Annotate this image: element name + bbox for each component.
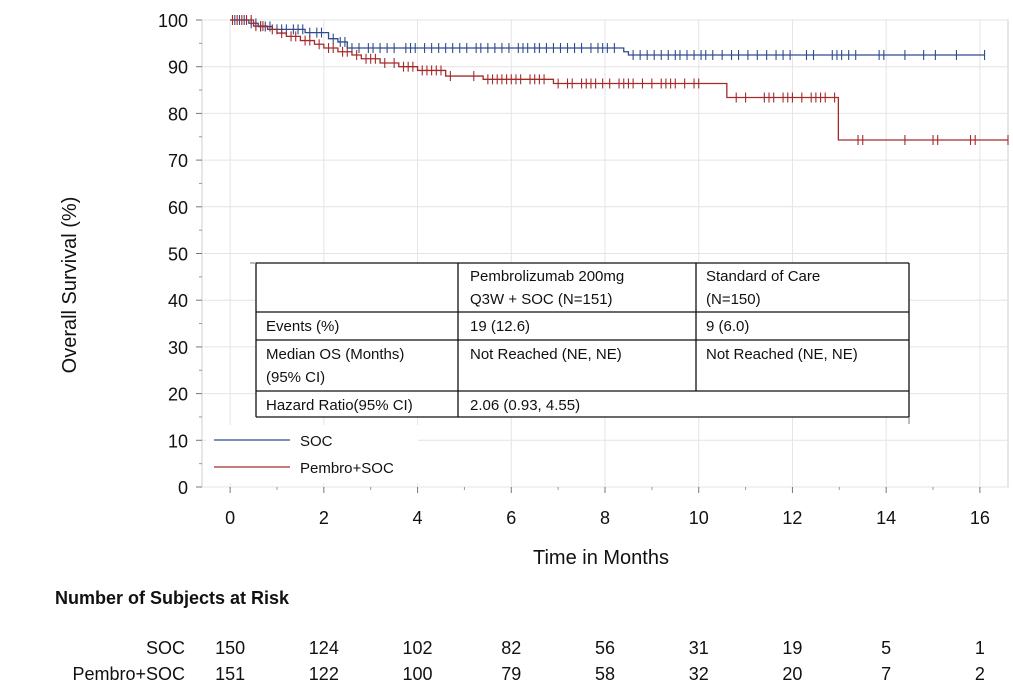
series-pembro-soc [230, 15, 1009, 146]
axes: 0 10 20 30 40 50 60 70 80 90 100 0 2 4 6 8 10 12 14 16 [158, 11, 990, 528]
x-tick-label: 10 [689, 508, 709, 528]
risk-row: SOC 150 124 102 82 56 31 19 5 1 [0, 638, 1013, 662]
y-tick-label: 10 [168, 431, 188, 451]
series-soc [230, 15, 986, 61]
table-cell-soc: 9 (6.0) [706, 318, 749, 335]
y-tick-label: 80 [168, 104, 188, 124]
y-tick-label: 90 [168, 58, 188, 78]
risk-value: 79 [501, 664, 522, 684]
series [230, 15, 1009, 146]
x-tick-label: 16 [970, 508, 990, 528]
table-row-label: Median OS (Months) [266, 346, 404, 363]
table-cell-pembro: 19 (12.6) [470, 318, 530, 335]
risk-value: 58 [594, 664, 616, 684]
legend-label: SOC [300, 433, 333, 450]
risk-value: 150 [215, 638, 246, 658]
risk-row-label: Pembro+SOC [72, 664, 185, 684]
y-tick-label: 50 [168, 245, 188, 265]
table-row-label: Hazard Ratio(95% CI) [266, 397, 413, 414]
table-header-soc: (N=150) [706, 291, 761, 308]
table-header-soc: Standard of Care [706, 268, 820, 285]
x-tick-label: 0 [225, 508, 235, 528]
risk-value: 2 [974, 664, 985, 684]
risk-value: 1 [974, 638, 985, 658]
x-axis-label: Time in Months [533, 547, 669, 569]
survival-curve [230, 19, 985, 56]
y-axis-label: Overall Survival (%) [59, 197, 81, 374]
km-plot: 0 10 20 30 40 50 60 70 80 90 100 0 2 4 6 8 10 12 14 16 Pemb… [59, 11, 1009, 569]
risk-table-title: Number of Subjects at Risk [55, 588, 290, 608]
x-tick-label: 6 [506, 508, 516, 528]
x-tick-label: 14 [876, 508, 896, 528]
x-tick-label: 8 [600, 508, 610, 528]
y-tick-label: 30 [168, 338, 188, 358]
summary-table: Pembrolizumab 200mg Q3W + SOC (N=151) Sta… [250, 262, 910, 424]
risk-value: 56 [594, 638, 616, 658]
table-header-pembro: Pembrolizumab 200mg [470, 268, 624, 285]
x-tick-label: 2 [319, 508, 329, 528]
legend-bg [206, 425, 418, 483]
risk-value: 100 [402, 664, 433, 684]
y-tick-label: 20 [168, 385, 188, 405]
y-tick-label: 70 [168, 151, 188, 171]
risk-value: 5 [881, 638, 892, 658]
risk-value: 124 [308, 638, 339, 658]
risk-row-label: SOC [145, 638, 185, 658]
risk-value: 19 [782, 638, 803, 658]
legend: SOC Pembro+SOC [206, 425, 418, 483]
table-header-pembro: Q3W + SOC (N=151) [470, 291, 613, 308]
risk-value: 82 [501, 638, 522, 658]
risk-row: Pembro+SOC 151 122 100 79 58 32 20 7 2 [0, 664, 1013, 688]
table-cell-soc: Not Reached (NE, NE) [706, 346, 858, 363]
y-tick-label: 100 [158, 11, 188, 31]
table-cell-pembro: 2.06 (0.93, 4.55) [470, 397, 580, 414]
y-tick-label: 60 [168, 198, 188, 218]
table-row-label: Events (%) [266, 318, 339, 335]
risk-value: 32 [688, 664, 709, 684]
risk-value: 102 [402, 638, 433, 658]
y-tick-label: 40 [168, 291, 188, 311]
table-row-label: (95% CI) [266, 369, 325, 386]
risk-value: 7 [881, 664, 892, 684]
y-tick-label: 0 [178, 478, 188, 498]
risk-value: 31 [688, 638, 709, 658]
risk-value: 122 [308, 664, 339, 684]
x-tick-label: 4 [413, 508, 423, 528]
table-cell-pembro: Not Reached (NE, NE) [470, 346, 622, 363]
risk-value: 20 [782, 664, 803, 684]
legend-label: Pembro+SOC [300, 460, 394, 477]
risk-value: 151 [215, 664, 246, 684]
x-tick-label: 12 [782, 508, 802, 528]
